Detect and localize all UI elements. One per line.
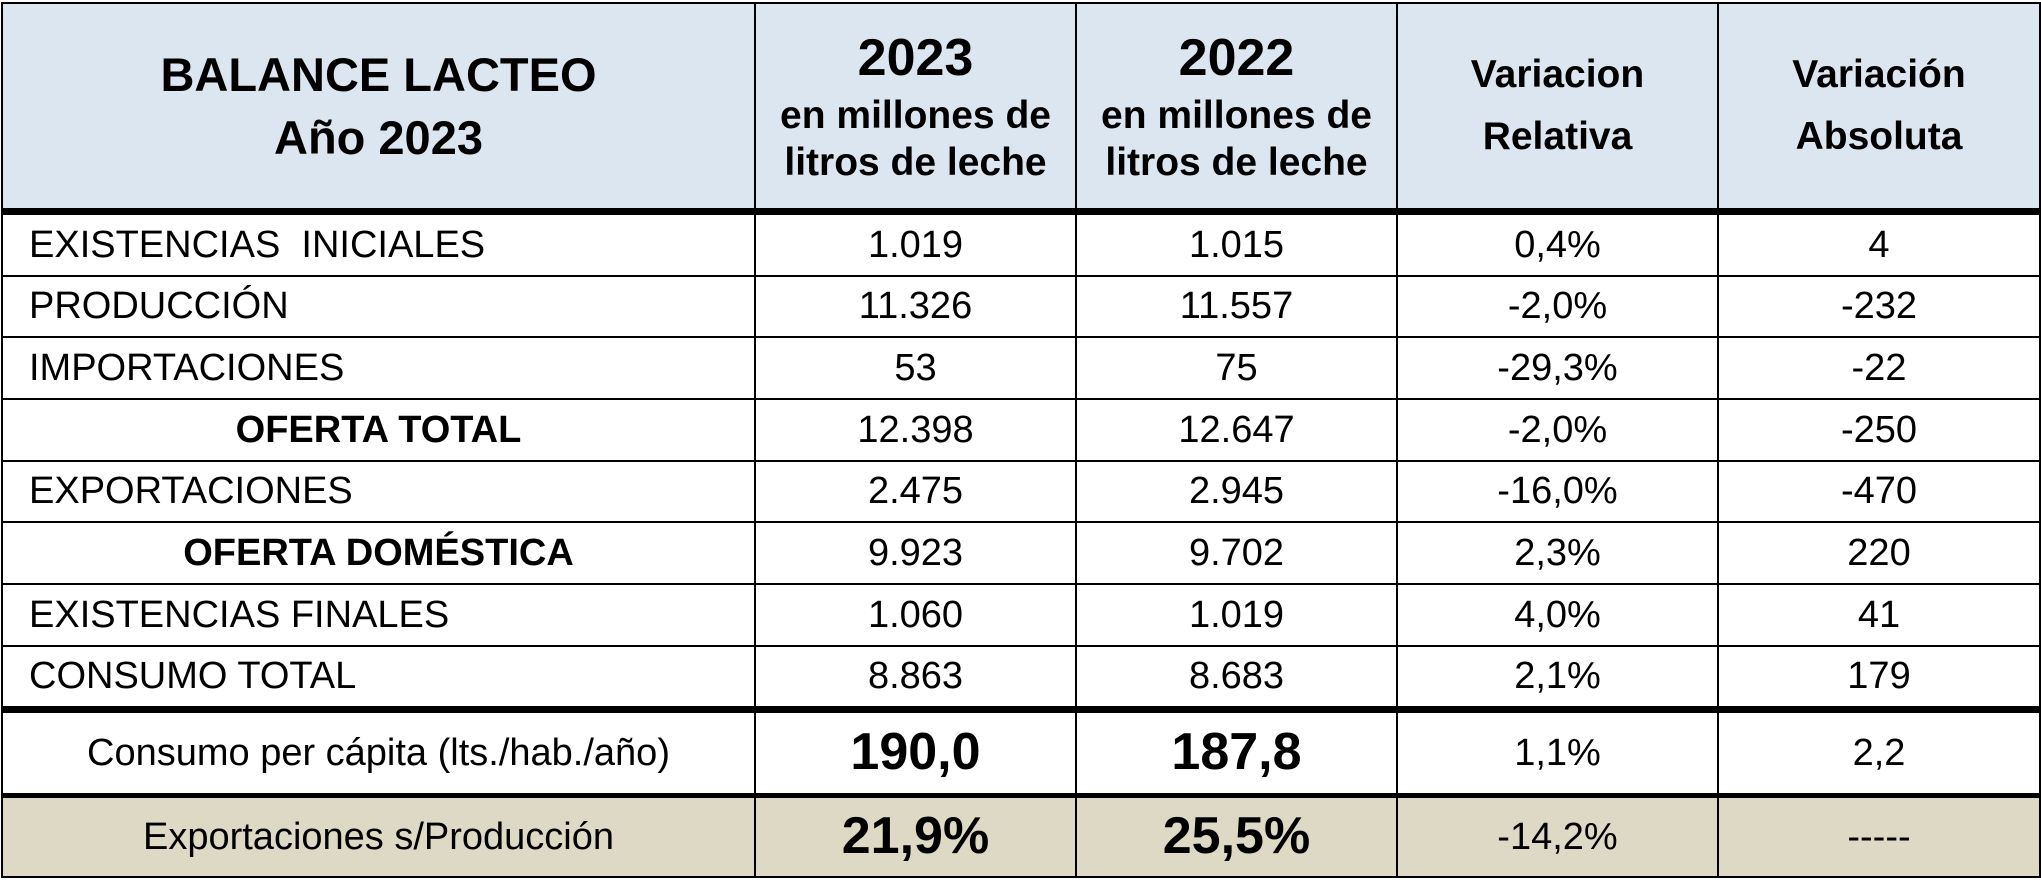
per-capita-2023: 190,0: [754, 708, 1077, 799]
value-2023: 12.398: [754, 398, 1077, 462]
variation-absolute: 41: [1717, 582, 2041, 647]
variation-absolute: -22: [1717, 336, 2041, 401]
per-capita-variation-absolute: 2,2: [1717, 708, 2041, 799]
exports-ratio-variation-absolute: -----: [1717, 794, 2041, 879]
value-2023: 53: [754, 336, 1077, 401]
table-row: IMPORTACIONES 53 75 -29,3% -22: [1, 336, 2041, 401]
value-2023: 9.923: [754, 521, 1077, 585]
value-2023: 11.326: [754, 274, 1077, 339]
value-2023: 2.475: [754, 459, 1077, 524]
table-row: PRODUCCIÓN 11.326 11.557 -2,0% -232: [1, 274, 2041, 339]
variation-absolute: 220: [1717, 521, 2041, 585]
col-var-relativa-header: Variacion Relativa: [1396, 2, 1719, 216]
exports-ratio-2022: 25,5%: [1075, 794, 1398, 879]
col-2022-unit-2: litros de leche: [1105, 140, 1368, 184]
col-2023-unit-2: litros de leche: [784, 140, 1047, 184]
table-row: EXISTENCIAS FINALES 1.060 1.019 4,0% 41: [1, 582, 2041, 647]
variation-relative: 2,1%: [1396, 644, 1719, 714]
variation-absolute: 4: [1717, 210, 2041, 277]
col-2023-header: 2023 en millones de litros de leche: [754, 2, 1077, 216]
table-row-total: OFERTA DOMÉSTICA 9.923 9.702 2,3% 220: [1, 521, 2041, 585]
value-2022: 12.647: [1075, 398, 1398, 462]
col-2023-unit-1: en millones de: [780, 94, 1051, 138]
value-2022: 9.702: [1075, 521, 1398, 585]
row-label: IMPORTACIONES: [1, 336, 756, 401]
variation-relative: 2,3%: [1396, 521, 1719, 585]
col-2022-unit-1: en millones de: [1101, 94, 1372, 138]
value-2023: 8.863: [754, 644, 1077, 714]
exports-ratio-row: Exportaciones s/Producción 21,9% 25,5% -…: [1, 794, 2041, 879]
table-title: BALANCE LACTEO Año 2023: [1, 2, 756, 216]
exports-ratio-variation-relative: -14,2%: [1396, 794, 1719, 879]
value-2022: 1.019: [1075, 582, 1398, 647]
row-label-total: OFERTA TOTAL: [1, 398, 756, 462]
value-2022: 11.557: [1075, 274, 1398, 339]
table-row: EXPORTACIONES 2.475 2.945 -16,0% -470: [1, 459, 2041, 524]
variation-absolute: -232: [1717, 274, 2041, 339]
title-line-1: BALANCE LACTEO: [160, 47, 597, 101]
value-2022: 2.945: [1075, 459, 1398, 524]
variation-absolute: 179: [1717, 644, 2041, 714]
exports-ratio-2023: 21,9%: [754, 794, 1077, 879]
per-capita-row: Consumo per cápita (lts./hab./año) 190,0…: [1, 708, 2041, 799]
per-capita-label: Consumo per cápita (lts./hab./año): [1, 708, 756, 799]
row-label: EXISTENCIAS INICIALES: [1, 210, 756, 277]
row-label: PRODUCCIÓN: [1, 274, 756, 339]
row-label: EXPORTACIONES: [1, 459, 756, 524]
variation-relative: 4,0%: [1396, 582, 1719, 647]
variation-absolute: -470: [1717, 459, 2041, 524]
variation-relative: -2,0%: [1396, 274, 1719, 339]
col-var-abs-line-1: Variación: [1792, 52, 1966, 96]
per-capita-variation-relative: 1,1%: [1396, 708, 1719, 799]
col-var-rel-line-2: Relativa: [1482, 115, 1633, 159]
col-var-absoluta-header: Variación Absoluta: [1717, 2, 2041, 216]
variation-absolute: -250: [1717, 398, 2041, 462]
col-2022-header: 2022 en millones de litros de leche: [1075, 2, 1398, 216]
row-label-total: OFERTA DOMÉSTICA: [1, 521, 756, 585]
variation-relative: -29,3%: [1396, 336, 1719, 401]
row-label: EXISTENCIAS FINALES: [1, 582, 756, 647]
col-var-rel-line-1: Variacion: [1470, 52, 1645, 96]
value-2022: 75: [1075, 336, 1398, 401]
title-line-2: Año 2023: [274, 111, 483, 165]
variation-relative: -16,0%: [1396, 459, 1719, 524]
col-2022-year: 2022: [1178, 29, 1295, 88]
per-capita-2022: 187,8: [1075, 708, 1398, 799]
col-2023-year: 2023: [857, 29, 974, 88]
exports-ratio-label: Exportaciones s/Producción: [1, 794, 756, 879]
value-2022: 1.015: [1075, 210, 1398, 277]
table-row-total: OFERTA TOTAL 12.398 12.647 -2,0% -250: [1, 398, 2041, 462]
value-2023: 1.060: [754, 582, 1077, 647]
value-2022: 8.683: [1075, 644, 1398, 714]
header-row: BALANCE LACTEO Año 2023 2023 en millones…: [1, 2, 2041, 216]
row-label: CONSUMO TOTAL: [1, 644, 756, 714]
table-row: EXISTENCIAS INICIALES 1.019 1.015 0,4% 4: [1, 210, 2041, 277]
variation-relative: -2,0%: [1396, 398, 1719, 462]
col-var-abs-line-2: Absoluta: [1795, 115, 1963, 159]
variation-relative: 0,4%: [1396, 210, 1719, 277]
table-row: CONSUMO TOTAL 8.863 8.683 2,1% 179: [1, 644, 2041, 714]
value-2023: 1.019: [754, 210, 1077, 277]
